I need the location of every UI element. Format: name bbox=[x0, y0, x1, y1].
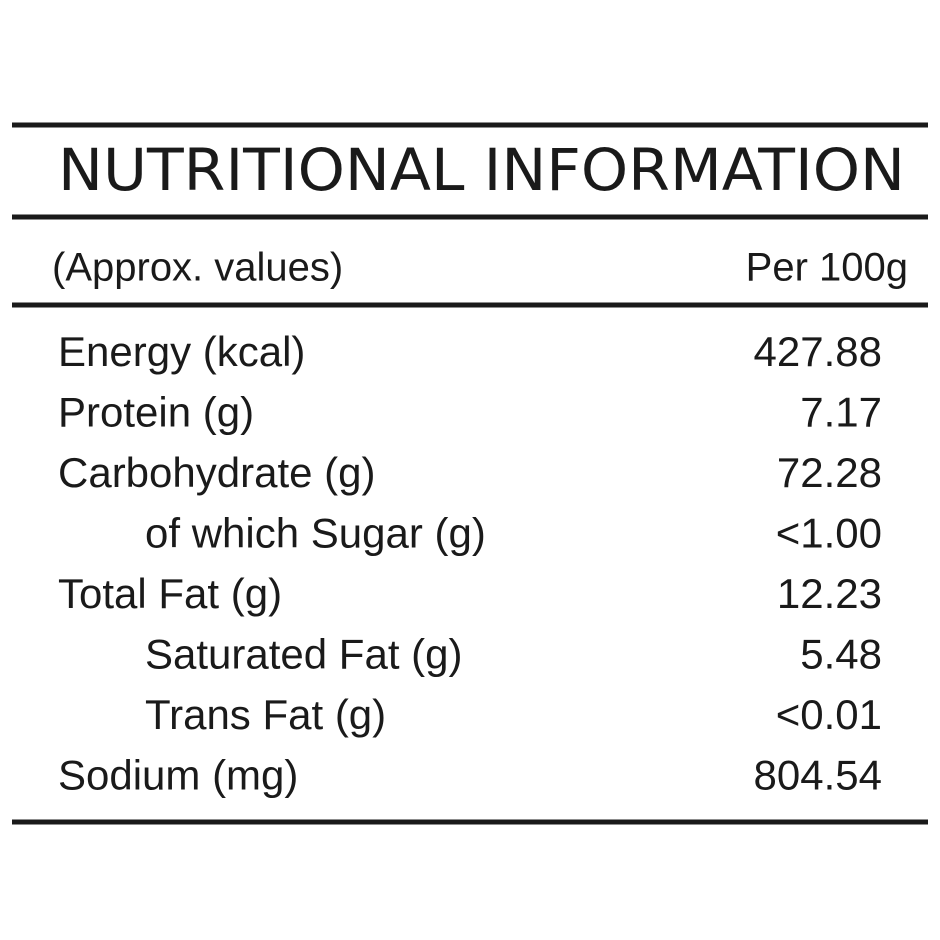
row-value: 804.54 bbox=[754, 752, 882, 799]
row-label: Protein (g) bbox=[58, 389, 254, 436]
basis: Per 100g bbox=[746, 246, 908, 290]
row-label: Trans Fat (g) bbox=[145, 691, 386, 738]
row-value: <0.01 bbox=[776, 691, 882, 738]
row-label: Sodium (mg) bbox=[58, 752, 298, 799]
row-value: <1.00 bbox=[776, 510, 882, 557]
row-value: 427.88 bbox=[754, 328, 882, 375]
row-label: Saturated Fat (g) bbox=[145, 631, 462, 678]
title: NUTRITIONAL INFORMATION bbox=[58, 136, 905, 204]
row-label: Energy (kcal) bbox=[58, 328, 305, 375]
row-label: Carbohydrate (g) bbox=[58, 449, 375, 496]
row-value: 5.48 bbox=[800, 631, 882, 678]
row-label: of which Sugar (g) bbox=[145, 510, 486, 557]
row-value: 72.28 bbox=[777, 449, 882, 496]
note: (Approx. values) bbox=[52, 246, 343, 290]
row-label: Total Fat (g) bbox=[58, 570, 282, 617]
row-value: 7.17 bbox=[800, 389, 882, 436]
row-value: 12.23 bbox=[777, 570, 882, 617]
